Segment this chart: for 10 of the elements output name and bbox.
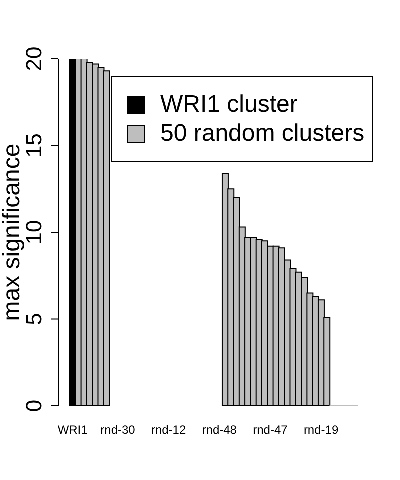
x-tick-label: WRI1: [58, 423, 88, 437]
x-tick-label: rnd-30: [100, 423, 136, 437]
x-tick-label: rnd-48: [202, 423, 238, 437]
x-tick-label: rnd-47: [253, 423, 288, 437]
y-tick-label: 0: [22, 400, 46, 412]
x-tick-label: rnd-12: [151, 423, 186, 437]
legend-label: 50 random clusters: [160, 119, 365, 148]
x-tick-label: rnd-19: [304, 423, 339, 437]
legend-label: WRI1 cluster: [160, 90, 298, 119]
y-tick-label: 20: [22, 46, 46, 72]
